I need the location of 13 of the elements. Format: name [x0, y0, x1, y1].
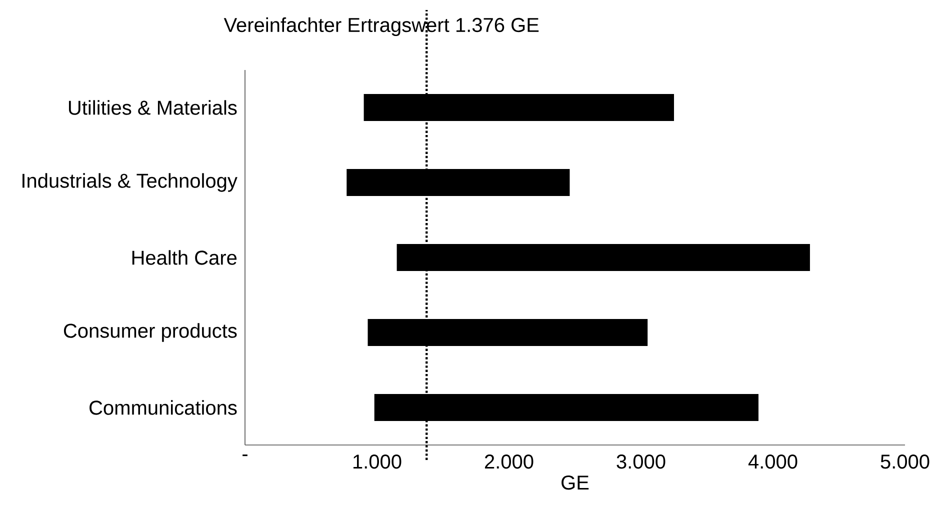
- x-tick-label: 4.000: [748, 454, 798, 469]
- y-tick-label: Consumer products: [64, 323, 237, 342]
- y-tick-label: Health Care: [132, 250, 237, 265]
- x-tick-label: 2.000: [484, 454, 534, 469]
- x-tick-label: 3.000: [616, 454, 666, 469]
- x-tick-label: 1.000: [354, 454, 402, 469]
- x-tick-label: 5.000: [880, 454, 930, 469]
- y-tick-label: Communications: [90, 400, 237, 415]
- ref-line-label: Vereinfachter Ertragswert 1.376 GE: [224, 17, 539, 36]
- x-axis-title: GE: [562, 476, 589, 490]
- y-tick-label: Utilities & Materials: [68, 100, 237, 115]
- y-tick-label: Industrials & Technology: [22, 173, 238, 192]
- x-tick-label: -: [242, 454, 248, 456]
